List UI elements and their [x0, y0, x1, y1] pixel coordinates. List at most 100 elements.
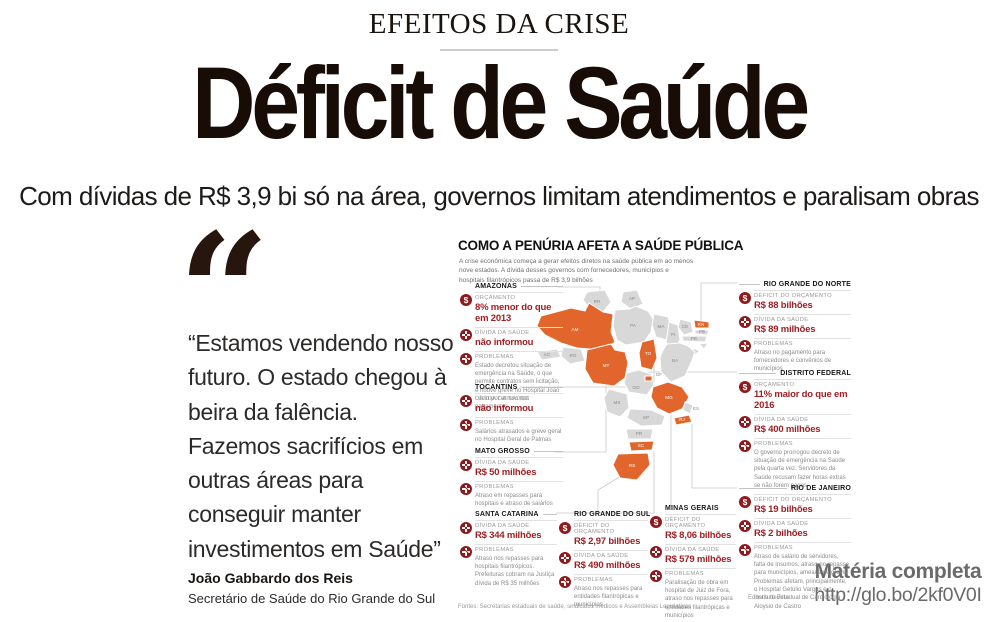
stat-body: DÍVIDA DA SAÚDE R$ 579 milhões [665, 544, 736, 568]
footer-link-box: Matéria completa http://glo.bo/2kf0V0I [806, 560, 990, 607]
map-state-rs [612, 452, 651, 481]
stat-row: PROBLEMAS Atraso de salário de servidores… [739, 542, 851, 614]
dollar-icon: $ [739, 381, 751, 393]
stat-row: $ DÉFICIT DO ORÇAMENTO R$ 8,06 bilhões [650, 514, 736, 544]
state-name: RIO GRANDE DO NORTE [763, 281, 851, 288]
stat-value: não informou [475, 403, 534, 414]
map-state-am [536, 302, 616, 351]
health-cross-icon [739, 520, 751, 532]
stat-row: DÍVIDA DA SAÚDE R$ 400 milhões [739, 414, 851, 438]
state-block-title: SANTA CATARINA [475, 511, 557, 518]
stat-row: $ DÉFICIT DO ORÇAMENTO R$ 19 bilhões [739, 494, 851, 518]
map-state-label: PB [699, 329, 705, 334]
connector-line [556, 451, 655, 514]
map-state-label: RS [629, 463, 635, 468]
stat-text: Atraso em repasses para hospitais e atra… [475, 492, 553, 507]
map-state-al [698, 342, 709, 350]
state-block-rio-de-janeiro: RIO DE JANEIRO $ DÉFICIT DO ORÇAMENTO R$ 19… [739, 485, 851, 614]
stat-label: PROBLEMAS [754, 545, 793, 551]
map-state-label: CE [682, 324, 688, 329]
map-state-mg [650, 381, 690, 415]
map-state-label: SC [638, 443, 645, 448]
map-state-rj [673, 414, 693, 426]
state-name: TOCANTINS [475, 384, 518, 391]
stat-text: Atraso nos repasses para hospitais filan… [475, 555, 555, 587]
stat-body: DÉFICIT DO ORÇAMENTO R$ 88 bilhões [754, 290, 851, 314]
stat-text: Salários atrasados e greve geral no Hosp… [475, 428, 562, 443]
stat-body: PROBLEMAS Estado decretou situação de eme… [475, 351, 563, 415]
stat-body: PROBLEMAS Paralisação de obra em hospital… [665, 568, 736, 622]
leader-line [521, 387, 563, 388]
stat-label: DÍVIDA DA SAÚDE [475, 460, 530, 466]
stat-value: R$ 579 milhões [665, 554, 732, 565]
state-name: AMAZONAS [475, 283, 518, 290]
stat-label: PROBLEMAS [475, 420, 514, 426]
stat-row: DÍVIDA DA SAÚDE R$ 2 bilhões [739, 518, 851, 542]
stat-value: R$ 344 milhões [475, 530, 542, 541]
state-block-title: RIO GRANDE DO NORTE [739, 281, 851, 288]
map-state-pr [625, 428, 654, 440]
leader-line [739, 488, 788, 489]
stat-row: PROBLEMAS Atraso no pagamento para fornec… [739, 338, 851, 377]
stat-body: PROBLEMAS O governo prorrogou decreto de … [754, 438, 851, 493]
state-block-tocantins: TOCANTINS DÍVIDA DA SAÚDE não informou PROB… [460, 384, 563, 447]
stat-value: 11% maior do que em 2016 [754, 389, 848, 411]
map-state-df [644, 375, 653, 382]
stat-label: PROBLEMAS [475, 547, 514, 553]
map-state-ce [677, 318, 694, 336]
map-state-ba [659, 342, 696, 383]
quote-mark-icon: “ [178, 198, 271, 386]
map-state-label: MT [603, 363, 610, 368]
health-cross-icon [460, 522, 472, 534]
stat-body: DÍVIDA DA SAÚDE R$ 89 milhões [754, 314, 851, 338]
map-state-ro [560, 346, 586, 365]
map-state-label: RR [594, 299, 601, 304]
dollar-icon: $ [739, 292, 751, 304]
footer-link-label: Matéria completa [814, 560, 982, 583]
stat-row: $ DÉFICIT DO ORÇAMENTO R$ 2,97 bilhões [559, 520, 648, 550]
connector-line [597, 475, 622, 512]
stat-value: R$ 8,06 bilhões [665, 530, 732, 541]
health-cross-icon [739, 416, 751, 428]
dollar-icon: $ [559, 522, 571, 534]
stat-row: DÍVIDA DA SAÚDE R$ 344 milhões [460, 520, 557, 544]
stat-body: PROBLEMAS Atraso em repasses para hospita… [475, 481, 563, 511]
broken-cross-icon [650, 570, 662, 582]
stat-text: Atraso nos repasses para entidades filan… [574, 585, 643, 609]
health-cross-icon [650, 546, 662, 558]
health-cross-icon [460, 329, 472, 341]
stat-label: PROBLEMAS [475, 484, 514, 490]
state-block-title: MATO GROSSO [475, 448, 563, 455]
section-kicker: EFEITOS DA CRISE [368, 8, 630, 40]
map-state-label: AC [544, 352, 551, 357]
map-state-pb [694, 329, 710, 336]
stat-body: PROBLEMAS Salários atrasados e greve gera… [475, 417, 563, 447]
state-name: MINAS GERAIS [665, 505, 719, 512]
stat-body: ORÇAMENTO 8% menor do que em 2013 [475, 292, 563, 327]
stat-value: R$ 88 bilhões [754, 300, 813, 311]
stat-value: R$ 50 milhões [475, 467, 537, 478]
broken-cross-icon [739, 340, 751, 352]
stat-text: Paralisação de obra em hospital de Juiz … [665, 579, 733, 620]
stat-body: DÍVIDA DA SAÚDE não informou [475, 327, 563, 351]
stat-label: DÍVIDA DA SAÚDE [665, 547, 720, 553]
broken-cross-icon [460, 483, 472, 495]
stat-label: DÍVIDA DA SAÚDE [475, 396, 530, 402]
stat-label: PROBLEMAS [665, 571, 704, 577]
map-state-label: TO [645, 351, 652, 356]
dollar-icon: $ [650, 516, 662, 528]
subheadline: Com dívidas de R$ 3,9 bi só na área, gov… [19, 181, 979, 211]
quote-text: “Estamos vendendo nosso futuro. O estado… [188, 330, 454, 562]
broken-cross-icon [739, 440, 751, 452]
stat-row: DÍVIDA DA SAÚDE R$ 89 milhões [739, 314, 851, 338]
connector-line [691, 424, 737, 489]
state-block-mato-grosso: MATO GROSSO DÍVIDA DA SAÚDE R$ 50 milhões P… [460, 448, 563, 511]
health-cross-icon [460, 395, 472, 407]
quote-author-title: Secretário de Saúde do Rio Grande do Sul [188, 591, 436, 606]
state-block-amazonas: AMAZONAS $ ORÇAMENTO 8% menor do que em 201… [460, 283, 563, 415]
stat-value: R$ 19 bilhões [754, 504, 813, 515]
health-cross-icon [460, 459, 472, 471]
infographic: RR AP AM PA MA PI CE RN PB PE BA AC RO MT TO GO DF MS MG ES… [458, 238, 870, 622]
